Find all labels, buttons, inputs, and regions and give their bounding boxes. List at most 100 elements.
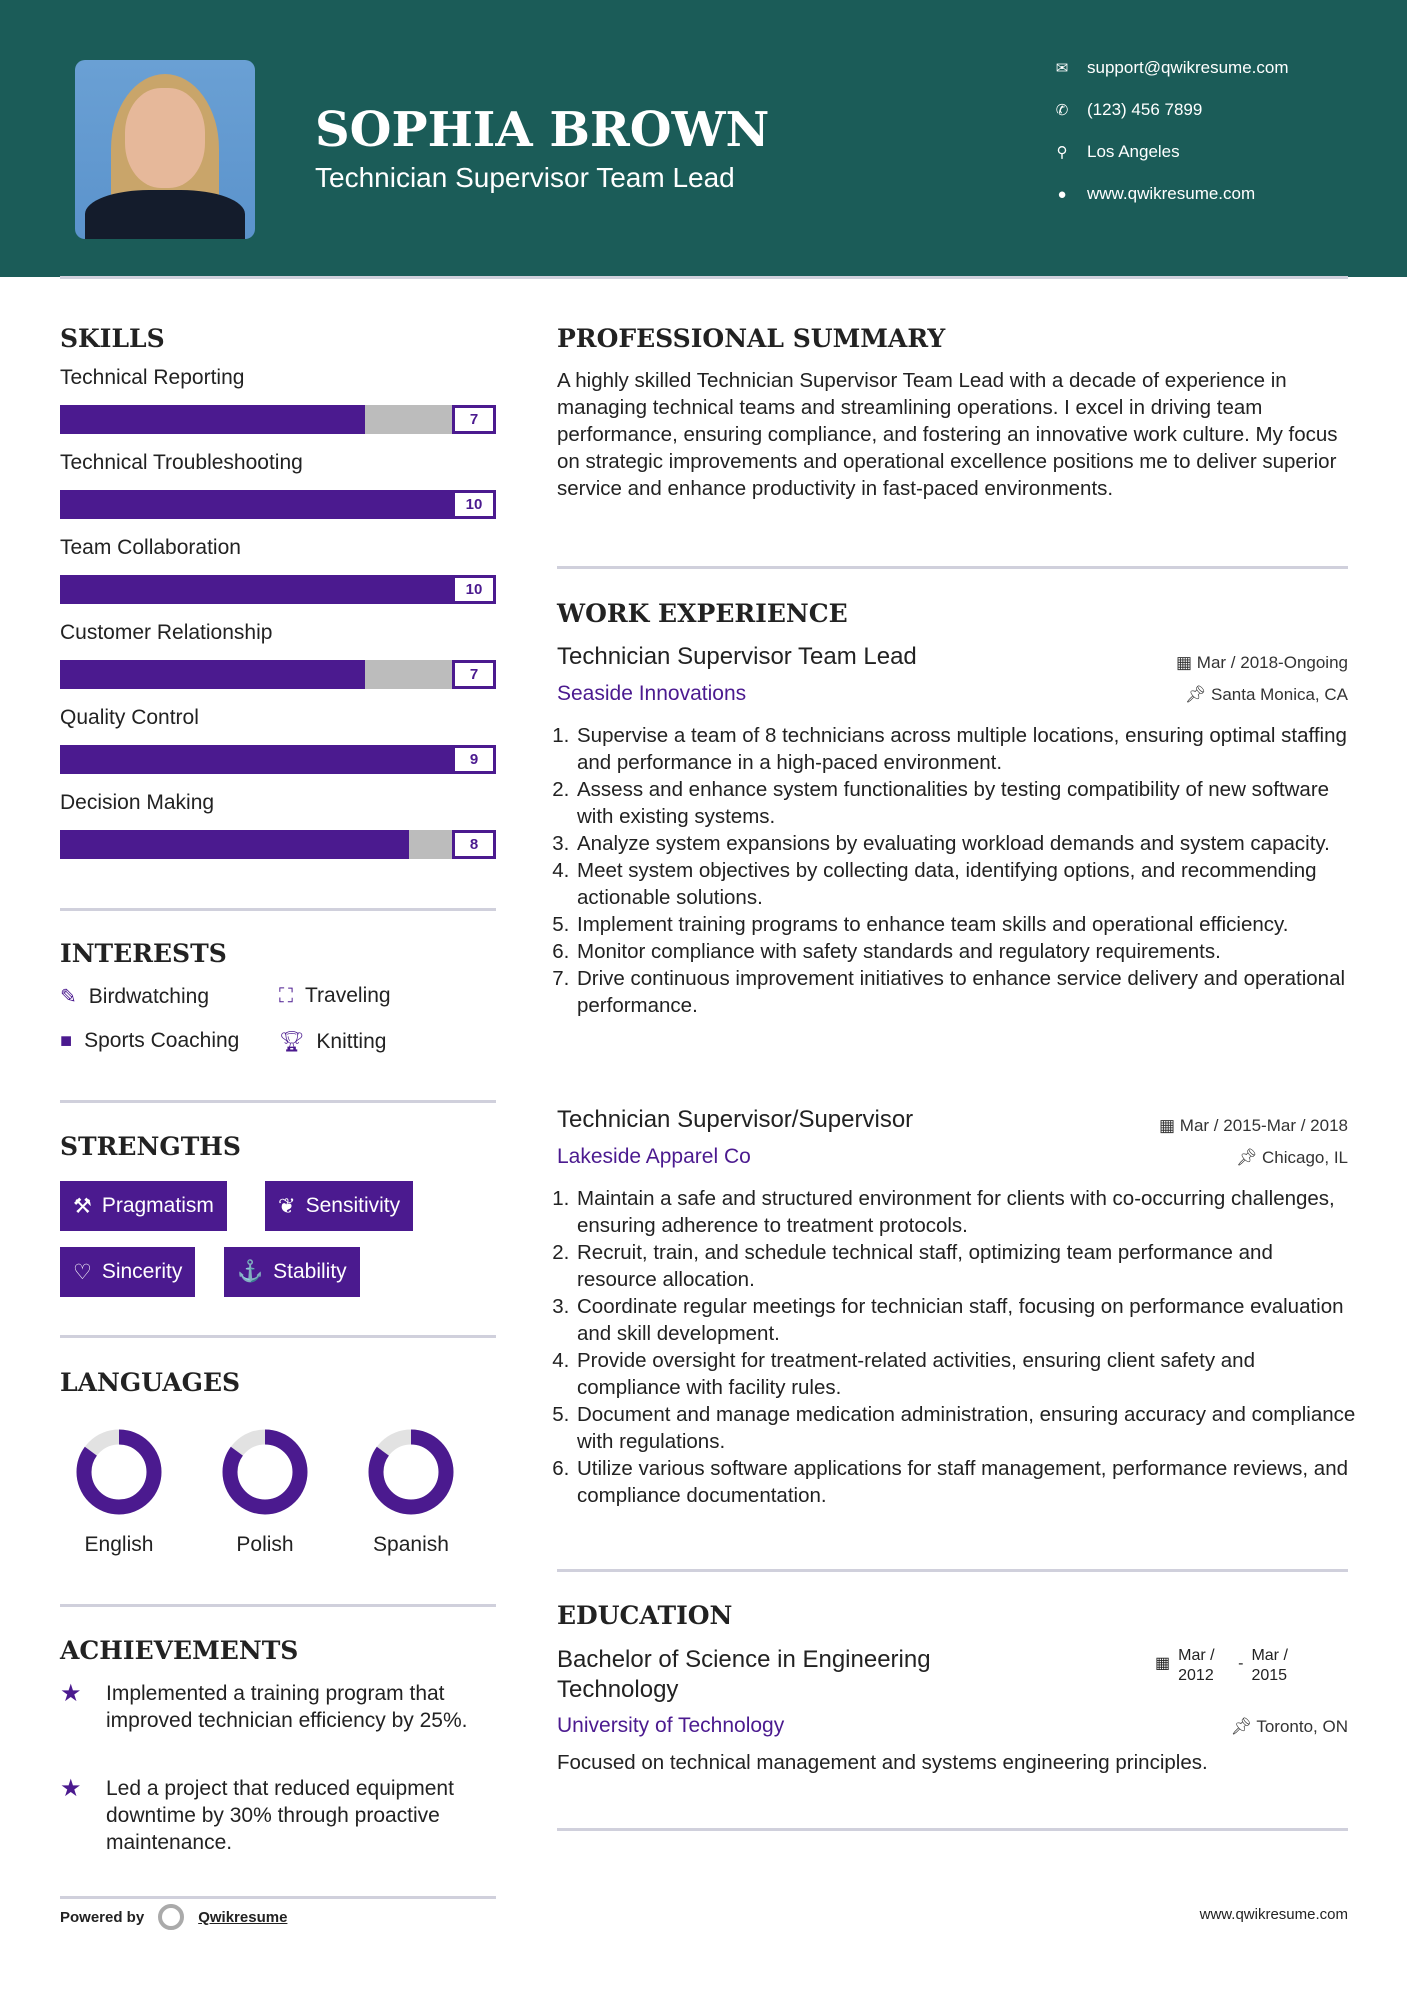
skill-bar-fill <box>60 830 409 859</box>
languages-heading: LANGUAGES <box>60 1368 241 1397</box>
skill-bar: 7 <box>60 405 496 434</box>
strength-badge: ♡ Sincerity <box>60 1247 196 1297</box>
skill-bar: 10 <box>60 575 496 604</box>
education-description: Focused on technical management and syst… <box>557 1751 1208 1774</box>
interests-heading: INTERESTS <box>60 939 227 968</box>
skill-label: Technical Reporting <box>60 366 245 389</box>
skill-bar-fill <box>60 575 496 604</box>
skill-label: Customer Relationship <box>60 621 273 644</box>
skill-bar: 9 <box>60 745 496 774</box>
strength-badge: ❦ Sensitivity <box>265 1181 414 1231</box>
leaf-icon: ❦ <box>278 1194 296 1218</box>
skill-value: 10 <box>452 575 496 604</box>
trophy-icon: 🏆︎ <box>279 1031 305 1053</box>
star-icon: ★ <box>60 1680 82 1707</box>
qwikresume-logo-icon <box>158 1904 185 1930</box>
powered-by: Powered by Qwikresume <box>60 1904 287 1930</box>
skill-bar-fill <box>60 405 366 434</box>
education-date: ▦ Mar / 2012 - Mar / 2015 <box>1155 1647 1288 1684</box>
interest-item: ✎ Birdwatching <box>60 984 209 1009</box>
job-date: ▦ Mar / 2015-Mar / 2018 <box>1159 1116 1348 1135</box>
briefcase-icon: ■ <box>60 1029 73 1052</box>
divider <box>60 908 496 911</box>
contact-website[interactable]: ● www.qwikresume.com <box>1053 184 1255 204</box>
summary-heading: PROFESSIONAL SUMMARY <box>557 324 946 353</box>
divider <box>60 1100 496 1103</box>
skills-heading: SKILLS <box>60 324 165 353</box>
language-label: English <box>84 1533 154 1556</box>
contact-location: ⚲ Los Angeles <box>1053 142 1180 162</box>
skill-value: 7 <box>452 660 496 689</box>
envelope-icon: ✉ <box>1055 60 1069 77</box>
skill-bar-fill <box>60 745 453 774</box>
contact-email[interactable]: ✉ support@qwikresume.com <box>1053 58 1289 78</box>
anchor-icon: ⚓ <box>237 1260 264 1283</box>
skill-bar: 8 <box>60 830 496 859</box>
job-bullets: Supervise a team of 8 technicians across… <box>557 722 1357 1019</box>
divider <box>557 1569 1348 1572</box>
skill-bar: 7 <box>60 660 496 689</box>
strength-badge: ⚓ Stability <box>224 1247 360 1297</box>
job-bullet: Coordinate regular meetings for technici… <box>575 1293 1357 1347</box>
language-donut-fill <box>76 1429 162 1515</box>
job-bullets: Maintain a safe and structured environme… <box>557 1185 1357 1509</box>
job-bullet: Meet system objectives by collecting dat… <box>575 857 1357 911</box>
achievements-heading: ACHIEVEMENTS <box>60 1636 299 1665</box>
strengths-heading: STRENGTHS <box>60 1132 241 1161</box>
skill-value: 10 <box>452 490 496 519</box>
profile-photo <box>75 60 255 239</box>
divider <box>557 1828 1348 1831</box>
achievement-item: ★ Led a project that reduced equipment do… <box>60 1775 454 1854</box>
skill-value: 9 <box>452 745 496 774</box>
footer-url[interactable]: www.qwikresume.com <box>1199 1906 1348 1923</box>
interest-item: ■ Sports Coaching <box>60 1029 240 1052</box>
job-bullet: Document and manage medication administr… <box>575 1401 1357 1455</box>
phone-icon: ✆ <box>1055 102 1069 119</box>
job-bullet: Implement training programs to enhance t… <box>575 911 1357 938</box>
summary-text: A highly skilled Technician Supervisor T… <box>557 369 1338 500</box>
language-label: Spanish <box>373 1533 449 1556</box>
degree: Bachelor of Science in Engineering Techn… <box>557 1646 931 1703</box>
education-heading: EDUCATION <box>557 1601 733 1630</box>
skill-label: Team Collaboration <box>60 536 241 559</box>
binoculars-icon: ⛶ <box>279 984 293 1007</box>
language-donuts <box>76 1429 454 1515</box>
job-bullet: Drive continuous improvement initiatives… <box>575 965 1357 1019</box>
skill-value: 8 <box>452 830 496 859</box>
divider <box>60 1604 496 1607</box>
language-donut-fill <box>222 1429 308 1515</box>
divider <box>60 1896 496 1899</box>
language-donut-fill <box>368 1429 454 1515</box>
language-label: Polish <box>236 1533 294 1556</box>
pencil-square-icon: ✎ <box>60 986 77 1008</box>
calendar-icon: ▦ <box>1159 1116 1180 1135</box>
gavel-icon: ⚒ <box>73 1194 92 1218</box>
calendar-icon: ▦ <box>1155 1655 1171 1672</box>
qwikresume-link[interactable]: Qwikresume <box>198 1908 288 1926</box>
contact-phone[interactable]: ✆ (123) 456 7899 <box>1053 100 1203 120</box>
achievement-item: ★ Implemented a training program that imp… <box>60 1680 468 1732</box>
candidate-title: Technician Supervisor Team Lead <box>315 162 735 193</box>
calendar-icon: ▦ <box>1176 653 1197 672</box>
job-bullet: Maintain a safe and structured environme… <box>575 1185 1357 1239</box>
job-title: Technician Supervisor/Supervisor <box>557 1106 914 1133</box>
school-location: 📌︎ Toronto, ON <box>1230 1717 1348 1736</box>
globe-icon: ● <box>1057 185 1067 203</box>
interest-item: 🏆︎ Knitting <box>279 1029 387 1054</box>
interest-item: ⛶ Traveling <box>279 984 391 1007</box>
job-bullet: Provide oversight for treatment-related … <box>575 1347 1357 1401</box>
job-location: 📌︎ Santa Monica, CA <box>1184 685 1348 704</box>
divider <box>557 566 1348 569</box>
job-bullet: Utilize various software applications fo… <box>575 1455 1357 1509</box>
job-bullet: Analyze system expansions by evaluating … <box>575 830 1357 857</box>
job-bullet: Supervise a team of 8 technicians across… <box>575 722 1357 776</box>
company-name: Lakeside Apparel Co <box>557 1145 751 1168</box>
strength-badge: ⚒ Pragmatism <box>60 1181 227 1231</box>
job-bullet: Assess and enhance system functionalitie… <box>575 776 1357 830</box>
star-icon: ★ <box>60 1775 82 1802</box>
skill-bar-fill <box>60 490 496 519</box>
skill-label: Quality Control <box>60 706 199 729</box>
job-bullet: Monitor compliance with safety standards… <box>575 938 1357 965</box>
skill-label: Technical Troubleshooting <box>60 451 303 474</box>
job-date: ▦ Mar / 2018-Ongoing <box>1176 653 1348 672</box>
